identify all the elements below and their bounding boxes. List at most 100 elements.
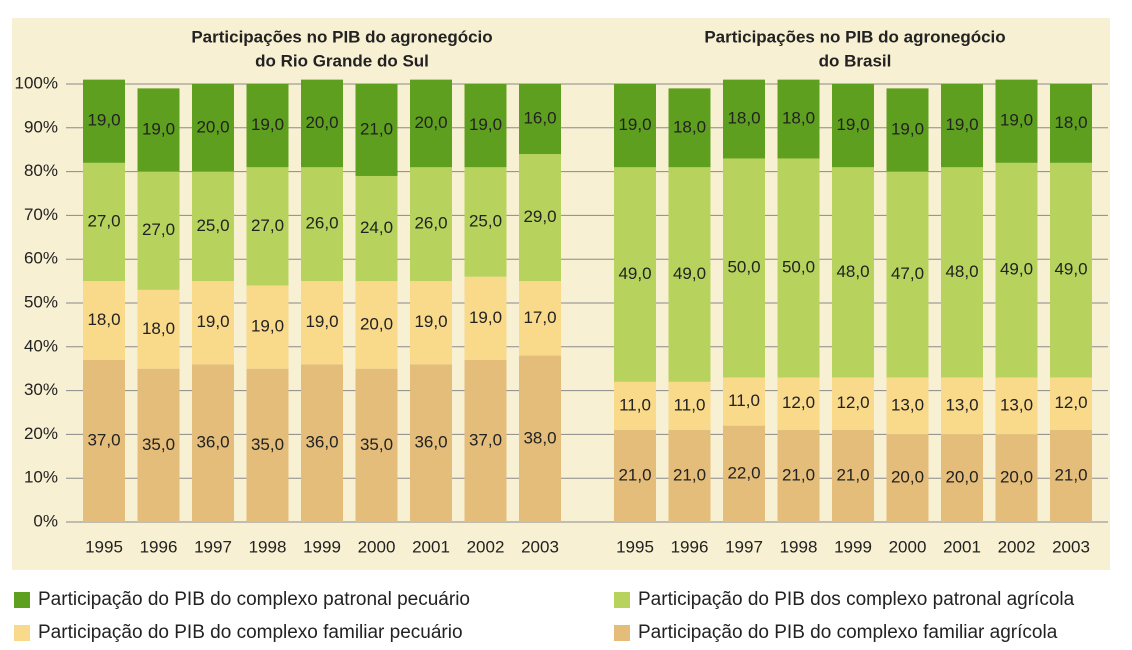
data-label: 18,0 (673, 117, 706, 136)
data-label: 19,0 (945, 115, 978, 134)
bar-segment (192, 281, 234, 365)
y-tick-label: 50% (24, 292, 58, 311)
bar-segment (723, 79, 765, 159)
data-label: 13,0 (945, 395, 978, 414)
data-label: 49,0 (1054, 260, 1087, 279)
data-label: 20,0 (1000, 468, 1033, 487)
bar-segment (410, 79, 452, 168)
bar-segment (464, 276, 507, 360)
data-label: 22,0 (727, 463, 760, 482)
x-tick-label: 2001 (943, 537, 981, 556)
data-label: 48,0 (836, 262, 869, 281)
data-label: 49,0 (1000, 260, 1033, 279)
x-tick-label: 2003 (521, 537, 559, 556)
x-tick-label: 2000 (358, 537, 396, 556)
data-label: 13,0 (891, 395, 924, 414)
data-label: 19,0 (618, 115, 651, 134)
data-label: 13,0 (1000, 395, 1033, 414)
data-label: 20,0 (360, 314, 393, 333)
y-tick-label: 30% (24, 380, 58, 399)
data-label: 35,0 (251, 435, 284, 454)
legend-swatch (14, 625, 30, 641)
bar-segment (723, 425, 765, 522)
data-label: 50,0 (727, 257, 760, 276)
bar-segment (886, 377, 929, 435)
data-label: 37,0 (87, 430, 120, 449)
data-label: 18,0 (727, 109, 760, 128)
bar-segment (1050, 162, 1092, 378)
legend-label: Participação do PIB dos complexo patrona… (638, 589, 1075, 610)
panel-title: Participações no PIB do agronegócio (704, 27, 1005, 46)
data-label: 25,0 (196, 216, 229, 235)
data-label: 21,0 (673, 465, 706, 484)
bar-segment (301, 281, 343, 365)
bar-segment (1050, 84, 1092, 163)
data-label: 24,0 (360, 218, 393, 237)
data-label: 36,0 (196, 433, 229, 452)
bar-segment (995, 79, 1038, 163)
data-label: 36,0 (414, 433, 447, 452)
bar-segment (83, 281, 125, 360)
bar-segment (246, 167, 289, 286)
bar-segment (941, 84, 983, 168)
data-label: 27,0 (251, 216, 284, 235)
x-tick-label: 1997 (725, 537, 763, 556)
bar-segment (301, 167, 343, 282)
data-label: 11,0 (674, 395, 706, 414)
data-label: 48,0 (945, 262, 978, 281)
x-tick-label: 1999 (834, 537, 872, 556)
x-tick-label: 1995 (616, 537, 654, 556)
bar-segment (137, 368, 180, 522)
bar-segment (668, 430, 711, 522)
bar-segment (668, 167, 711, 382)
bar-segment (614, 381, 656, 431)
data-label: 19,0 (469, 115, 502, 134)
bar-segment (777, 430, 820, 522)
data-label: 19,0 (87, 111, 120, 130)
bar-segment (723, 377, 765, 426)
data-label: 17,0 (523, 308, 556, 327)
data-label: 19,0 (196, 312, 229, 331)
bar-segment (137, 88, 180, 172)
bar-segment (995, 434, 1038, 522)
y-tick-label: 10% (24, 468, 58, 487)
bar-segment (777, 158, 820, 378)
data-label: 19,0 (414, 312, 447, 331)
bar-segment (355, 368, 398, 522)
x-tick-label: 2001 (412, 537, 450, 556)
data-label: 20,0 (891, 468, 924, 487)
data-label: 49,0 (673, 264, 706, 283)
data-label: 12,0 (782, 393, 815, 412)
bar-segment (301, 364, 343, 522)
panel-title: do Rio Grande do Sul (255, 51, 429, 70)
bar-segment (137, 289, 180, 369)
bar-segment (246, 84, 289, 168)
data-label: 21,0 (618, 465, 651, 484)
x-tick-label: 1998 (780, 537, 818, 556)
data-label: 21,0 (782, 465, 815, 484)
legend-swatch (14, 592, 30, 608)
x-tick-label: 2002 (998, 537, 1036, 556)
data-label: 36,0 (305, 433, 338, 452)
bar-segment (668, 381, 711, 431)
y-tick-label: 0% (33, 511, 58, 530)
x-tick-label: 2002 (467, 537, 505, 556)
bar-segment (137, 171, 180, 290)
bar-segment (886, 171, 929, 378)
bar-segment (941, 434, 983, 522)
data-label: 18,0 (1054, 113, 1087, 132)
x-tick-label: 2003 (1052, 537, 1090, 556)
data-label: 11,0 (728, 391, 760, 410)
data-label: 47,0 (891, 264, 924, 283)
data-label: 20,0 (414, 113, 447, 132)
data-label: 29,0 (523, 207, 556, 226)
x-tick-label: 1997 (194, 537, 232, 556)
bar-segment (886, 434, 929, 522)
data-label: 19,0 (891, 119, 924, 138)
data-label: 37,0 (469, 430, 502, 449)
data-label: 16,0 (523, 109, 556, 128)
bar-segment (83, 359, 125, 522)
data-label: 19,0 (251, 115, 284, 134)
legend-label: Participação do PIB do complexo familiar… (38, 622, 463, 643)
